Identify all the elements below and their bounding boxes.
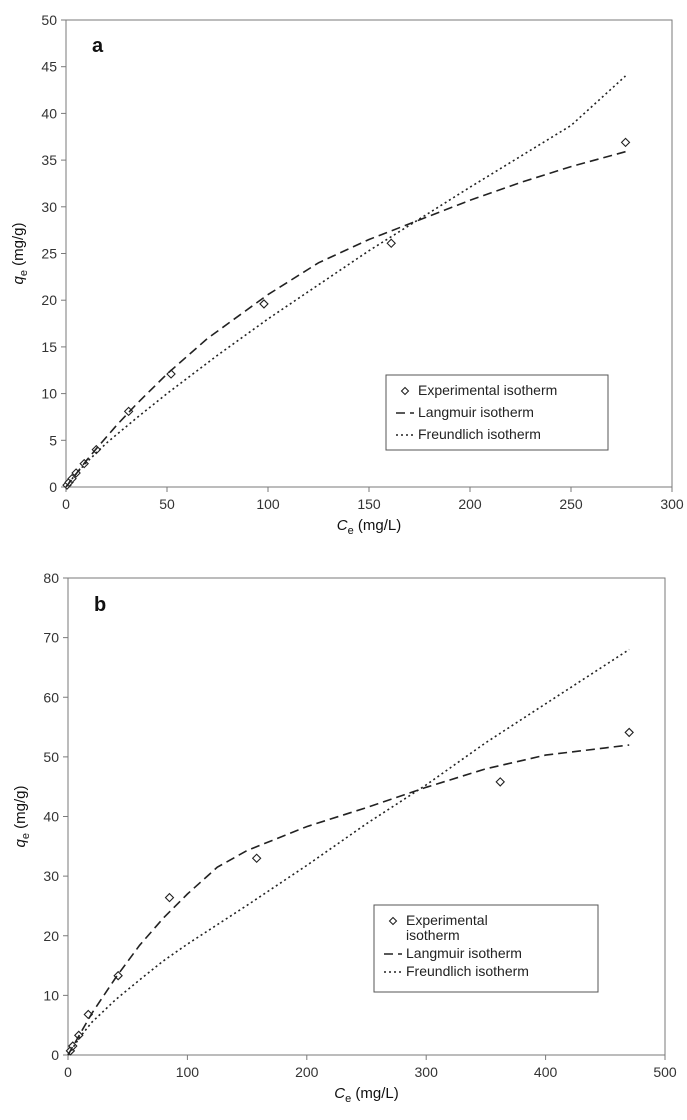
- x-tick-label: 400: [534, 1064, 558, 1080]
- y-tick-label: 5: [49, 432, 57, 448]
- y-axis-label: qe (mg/g): [10, 223, 30, 285]
- y-tick-label: 50: [41, 12, 57, 28]
- chart-panel-b: 0 10 20 30 40 50 60 70 80 0 100 200 300 400 500 Ce (mg/…: [12, 570, 677, 1105]
- series-line-langmuir: [65, 150, 626, 488]
- series-line-freundlich: [67, 648, 630, 1056]
- x-tick-label: 100: [256, 496, 280, 512]
- x-tick-label: 50: [159, 496, 175, 512]
- y-tick-label: 25: [41, 246, 57, 262]
- legend-label: Langmuir isotherm: [406, 945, 522, 961]
- x-axis-label: Ce (mg/L): [337, 517, 401, 537]
- data-point-experimental: [251, 853, 262, 864]
- x-axis-label-subscript: e: [348, 525, 354, 537]
- y-axis-label-symbol: q: [10, 275, 27, 284]
- x-tick-label: 200: [458, 496, 482, 512]
- panel-letter: b: [94, 594, 106, 616]
- x-axis-label-unit: (mg/L): [354, 517, 402, 534]
- y-axis-label: qe (mg/g): [12, 786, 32, 848]
- x-axis-label-unit: (mg/L): [351, 1085, 399, 1102]
- x-tick-label: 200: [295, 1064, 319, 1080]
- data-point-experimental: [83, 1009, 94, 1020]
- y-tick-label: 70: [43, 630, 59, 646]
- y-axis-label-symbol: q: [12, 838, 29, 847]
- y-tick-label: 50: [43, 749, 59, 765]
- x-tick-label: 300: [660, 496, 684, 512]
- x-tick-label: 0: [62, 496, 70, 512]
- x-axis-label-subscript: e: [345, 1093, 351, 1105]
- legend-marker-experimental: [400, 386, 410, 396]
- x-axis-label: Ce (mg/L): [334, 1085, 398, 1105]
- data-point-experimental: [620, 137, 631, 148]
- x-tick-label: 500: [653, 1064, 677, 1080]
- legend-label: Freundlich isotherm: [418, 426, 541, 442]
- x-axis-label-symbol: C: [337, 517, 348, 534]
- y-tick-label: 10: [43, 987, 59, 1003]
- legend-marker-experimental: [388, 916, 398, 926]
- legend-label: isotherm: [406, 927, 460, 943]
- chart-panel-a: 0 5 10 15 20 25 30 35 40 45 50 0 50 100 150 200 250 300 Ce…: [10, 12, 684, 537]
- y-tick-label: 0: [49, 479, 57, 495]
- y-tick-label: 20: [41, 292, 57, 308]
- data-point-experimental: [624, 727, 634, 738]
- legend-label: Freundlich isotherm: [406, 963, 529, 979]
- y-tick-label: 45: [41, 59, 57, 75]
- legend-label: Experimental isotherm: [418, 382, 557, 398]
- legend-label: Experimental: [406, 912, 488, 928]
- panel-letter: a: [92, 35, 104, 57]
- legend-box: [385, 374, 609, 451]
- y-tick-label: 40: [43, 809, 59, 825]
- y-tick-label: 60: [43, 689, 59, 705]
- y-tick-label: 40: [41, 105, 57, 121]
- y-tick-label: 0: [51, 1047, 59, 1063]
- y-axis-label-unit: (mg/g): [10, 223, 27, 271]
- x-axis-label-symbol: C: [334, 1085, 345, 1102]
- data-point-experimental: [113, 970, 123, 981]
- x-tick-label: 250: [559, 496, 583, 512]
- y-tick-label: 35: [41, 152, 57, 168]
- y-tick-label: 20: [43, 928, 59, 944]
- y-axis-label-subscript: e: [18, 270, 30, 276]
- x-tick-label: 150: [357, 496, 381, 512]
- y-tick-label: 80: [43, 570, 59, 586]
- data-point-experimental: [386, 238, 396, 249]
- data-point-experimental: [259, 299, 269, 309]
- y-axis-label-unit: (mg/g): [12, 786, 29, 834]
- data-point-experimental: [164, 892, 175, 903]
- y-axis-label-subscript: e: [20, 833, 32, 839]
- legend: Experimental isotherm Langmuir isotherm Fr…: [385, 374, 609, 451]
- y-tick-label: 30: [43, 868, 59, 884]
- legend-box: [373, 904, 599, 993]
- x-tick-label: 300: [415, 1064, 439, 1080]
- x-tick-label: 100: [176, 1064, 200, 1080]
- series-line-freundlich: [65, 75, 627, 488]
- y-tick-label: 30: [41, 199, 57, 215]
- legend-label: Langmuir isotherm: [418, 404, 534, 420]
- y-tick-label: 10: [41, 386, 57, 402]
- series-line-langmuir: [67, 744, 630, 1056]
- data-point-experimental: [495, 777, 506, 787]
- data-point-experimental: [67, 1041, 78, 1051]
- y-tick-label: 15: [41, 339, 57, 355]
- x-tick-label: 0: [64, 1064, 72, 1080]
